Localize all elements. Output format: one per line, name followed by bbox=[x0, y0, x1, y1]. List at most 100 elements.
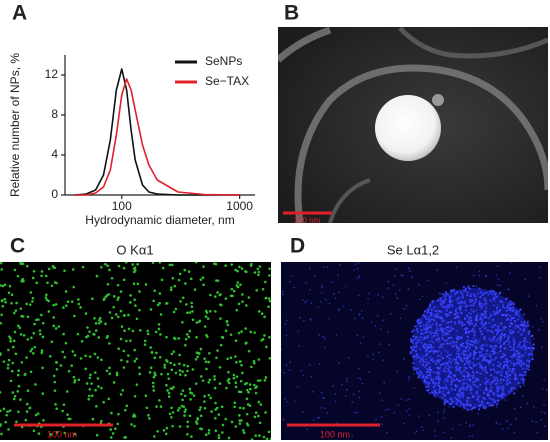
signal-dot bbox=[161, 266, 165, 270]
signal-dot bbox=[7, 348, 10, 352]
signal-dot bbox=[495, 311, 498, 315]
signal-dot bbox=[448, 359, 451, 363]
signal-dot bbox=[485, 360, 488, 363]
signal-dot bbox=[100, 419, 103, 423]
signal-dot bbox=[434, 360, 438, 363]
signal-dot bbox=[114, 427, 117, 431]
signal-dot bbox=[452, 288, 456, 291]
signal-dot bbox=[433, 429, 436, 432]
signal-dot bbox=[472, 303, 475, 306]
signal-dot bbox=[47, 310, 51, 313]
signal-dot bbox=[470, 293, 473, 296]
signal-dot bbox=[480, 353, 483, 356]
signal-dot bbox=[419, 339, 422, 342]
signal-dot bbox=[447, 304, 450, 307]
signal-dot bbox=[443, 363, 446, 366]
signal-dot bbox=[474, 403, 477, 406]
signal-dot bbox=[72, 375, 76, 379]
signal-dot bbox=[463, 349, 466, 353]
signal-dot bbox=[396, 370, 398, 373]
signal-dot bbox=[504, 358, 507, 361]
signal-dot bbox=[239, 390, 243, 394]
signal-dot bbox=[494, 292, 498, 295]
signal-dot bbox=[520, 333, 523, 336]
signal-dot bbox=[483, 358, 486, 362]
signal-dot bbox=[79, 306, 82, 309]
signal-dot bbox=[465, 367, 468, 370]
signal-dot bbox=[492, 338, 495, 341]
signal-dot bbox=[458, 395, 461, 399]
signal-dot bbox=[499, 291, 502, 294]
signal-dot bbox=[501, 300, 504, 303]
signal-dot bbox=[479, 372, 482, 375]
signal-dot bbox=[519, 382, 522, 385]
signal-dot bbox=[445, 309, 448, 312]
signal-dot bbox=[9, 337, 12, 340]
signal-dot bbox=[472, 328, 475, 331]
signal-dot bbox=[483, 297, 486, 301]
signal-dot bbox=[424, 380, 427, 383]
signal-dot bbox=[515, 417, 517, 420]
signal-dot bbox=[71, 268, 75, 271]
signal-dot bbox=[183, 414, 186, 417]
signal-dot bbox=[38, 329, 42, 332]
signal-dot bbox=[236, 281, 240, 284]
signal-dot bbox=[23, 373, 27, 377]
signal-dot bbox=[472, 310, 475, 313]
signal-dot bbox=[501, 372, 504, 375]
signal-dot bbox=[471, 362, 474, 365]
signal-dot bbox=[257, 273, 260, 277]
signal-dot bbox=[427, 385, 430, 388]
signal-dot bbox=[475, 308, 478, 312]
signal-dot bbox=[149, 346, 153, 349]
signal-dot bbox=[514, 313, 517, 316]
signal-dot bbox=[204, 315, 208, 318]
signal-dot bbox=[498, 394, 502, 397]
signal-dot bbox=[445, 326, 448, 329]
signal-dot bbox=[437, 299, 440, 302]
signal-dot bbox=[158, 356, 162, 359]
signal-dot bbox=[473, 329, 476, 333]
signal-dot bbox=[484, 377, 487, 380]
signal-dot bbox=[167, 395, 171, 398]
signal-dot bbox=[172, 310, 176, 314]
signal-dot bbox=[235, 375, 239, 378]
signal-dot bbox=[450, 378, 453, 382]
signal-dot bbox=[456, 362, 460, 365]
signal-dot bbox=[407, 288, 410, 291]
signal-dot bbox=[104, 295, 108, 299]
signal-dot bbox=[518, 331, 521, 334]
signal-dot bbox=[516, 358, 519, 361]
signal-dot bbox=[303, 319, 305, 322]
signal-dot bbox=[224, 417, 228, 421]
signal-dot bbox=[217, 434, 221, 437]
signal-dot bbox=[117, 264, 121, 268]
signal-dot bbox=[264, 411, 267, 414]
signal-dot bbox=[293, 400, 296, 403]
signal-dot bbox=[480, 395, 482, 398]
signal-dot bbox=[502, 328, 506, 331]
signal-dot bbox=[426, 376, 429, 380]
signal-dot bbox=[485, 343, 488, 347]
signal-dot bbox=[158, 399, 161, 402]
signal-dot bbox=[421, 355, 424, 358]
signal-dot bbox=[253, 271, 257, 274]
signal-dot bbox=[112, 295, 116, 298]
signal-dot bbox=[450, 436, 453, 439]
signal-dot bbox=[184, 337, 188, 341]
signal-dot bbox=[543, 404, 545, 406]
signal-dot bbox=[359, 378, 362, 380]
signal-dot bbox=[458, 389, 461, 392]
signal-dot bbox=[467, 396, 470, 399]
signal-dot bbox=[226, 379, 230, 383]
signal-dot bbox=[479, 388, 482, 391]
signal-dot bbox=[243, 382, 247, 386]
signal-dot bbox=[484, 313, 487, 316]
signal-dot bbox=[225, 320, 229, 324]
signal-dot bbox=[400, 274, 402, 277]
signal-dot bbox=[421, 344, 425, 347]
signal-dot bbox=[454, 320, 457, 324]
signal-dot bbox=[490, 349, 494, 353]
signal-dot bbox=[246, 423, 250, 427]
signal-dot bbox=[420, 341, 423, 344]
